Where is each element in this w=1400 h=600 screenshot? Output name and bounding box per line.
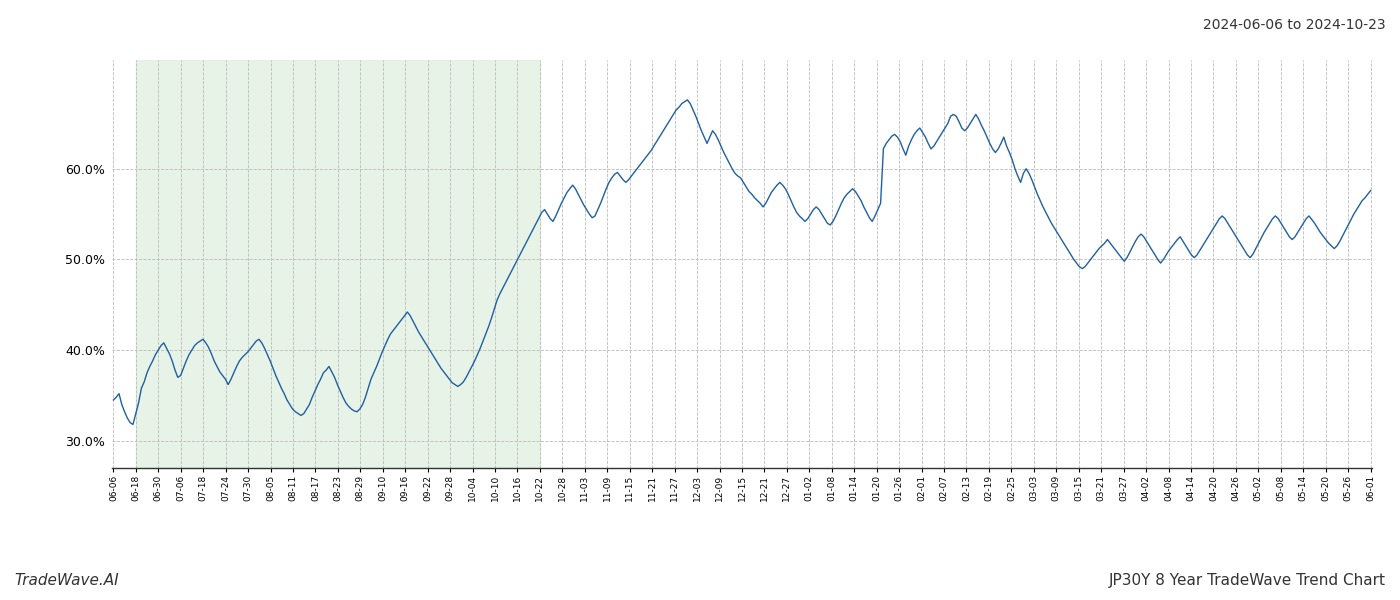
Text: 2024-06-06 to 2024-10-23: 2024-06-06 to 2024-10-23	[1204, 18, 1386, 32]
Text: JP30Y 8 Year TradeWave Trend Chart: JP30Y 8 Year TradeWave Trend Chart	[1109, 573, 1386, 588]
Text: TradeWave.AI: TradeWave.AI	[14, 573, 119, 588]
Bar	[136, 60, 540, 468]
